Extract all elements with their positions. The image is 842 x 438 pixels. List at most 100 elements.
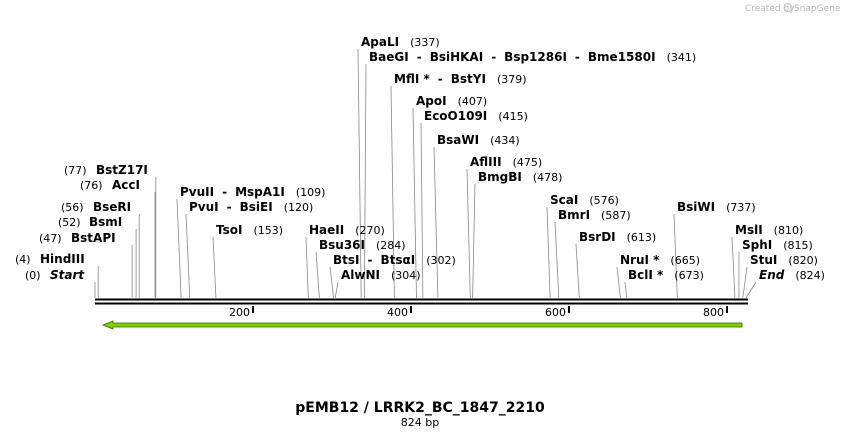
connector-stui — [742, 266, 748, 299]
connector-apali — [357, 48, 362, 299]
enzyme-name: ApaLI — [361, 35, 399, 49]
axis-tick-400: 400 — [387, 306, 412, 319]
site-label-alwni[interactable]: AlwNI (304) — [341, 268, 421, 282]
site-label-bmri[interactable]: BmrI (587) — [558, 208, 631, 222]
site-label-bstapi[interactable]: (47) BstAPI — [39, 231, 116, 245]
site-label-bseri[interactable]: (56) BseRI — [61, 200, 131, 214]
site-position: (109) — [296, 186, 326, 199]
site-position: (337) — [410, 36, 440, 49]
enzyme-name: ScaI — [550, 193, 578, 207]
site-label-ecoo109i[interactable]: EcoO109I (415) — [424, 109, 528, 123]
site-label-stui[interactable]: StuI (820) — [750, 253, 818, 267]
feature-arrow-shape[interactable] — [101, 320, 743, 330]
site-label-bsmi[interactable]: (52) BsmI — [58, 215, 122, 229]
site-label-msli[interactable]: MslI (810) — [735, 223, 803, 237]
site-position: (415) — [498, 110, 528, 123]
enzyme-name: BstZ17I — [96, 163, 148, 177]
connector-bsawi — [433, 146, 439, 299]
backbone-top-strand — [95, 298, 748, 301]
enzyme-name: ApoI — [416, 94, 447, 108]
sequence-backbone — [95, 298, 748, 305]
enzyme-name: BsrDI — [579, 230, 616, 244]
site-label-sphi[interactable]: SphI (815) — [742, 238, 813, 252]
tick-label: 400 — [387, 306, 408, 319]
connector-afliii — [466, 168, 471, 299]
site-label-bcli[interactable]: BclI * (673) — [628, 268, 704, 282]
enzyme-name: MflI * — [394, 72, 430, 86]
connector-bcli — [624, 281, 628, 299]
site-label-afliii[interactable]: AflIII (475) — [470, 155, 542, 169]
site-position: (77) — [64, 164, 87, 177]
enzyme-name: AccI — [112, 178, 140, 192]
connector-nrui — [616, 266, 621, 299]
snapgene-credit: Created by SnapGene — [745, 2, 841, 14]
site-position: (379) — [497, 73, 527, 86]
site-label-bsu36i[interactable]: Bsu36I (284) — [319, 238, 406, 252]
enzyme-name: AlwNI — [341, 268, 380, 282]
site-position: (613) — [627, 231, 657, 244]
site-label-tsoi[interactable]: TsoI (153) — [216, 223, 283, 237]
site-label-apali[interactable]: ApaLI (337) — [361, 35, 440, 49]
site-label-hindiii[interactable]: (4) HindIII — [15, 252, 85, 266]
site-label-haeii[interactable]: HaeII (270) — [309, 223, 385, 237]
site-label-pvuii-mspa1i[interactable]: PvuII - MspA1I (109) — [180, 185, 325, 199]
feature-arrow[interactable] — [101, 320, 743, 330]
site-label-scai[interactable]: ScaI (576) — [550, 193, 619, 207]
sequence-length: 824 bp — [401, 416, 439, 429]
site-label-bsrdi[interactable]: BsrDI (613) — [579, 230, 656, 244]
enzyme-name: End — [759, 268, 785, 282]
connector-bmri — [554, 221, 560, 299]
enzyme-name: BclI * — [628, 268, 664, 282]
site-position: (302) — [426, 254, 456, 267]
site-connectors — [94, 48, 757, 299]
site-position: (56) — [61, 201, 84, 214]
site-label-nrui[interactable]: NruI * (665) — [620, 253, 700, 267]
enzyme-name: BmrI — [558, 208, 590, 222]
site-position: (815) — [783, 239, 813, 252]
name-separator: - — [227, 200, 232, 214]
name-separator: - — [222, 185, 227, 199]
site-label-btsi-btsgi[interactable]: BtsI - BtsαI (302) — [333, 253, 456, 267]
enzyme-name: EcoO109I — [424, 109, 487, 123]
enzyme-name: HaeII — [309, 223, 344, 237]
site-position: (820) — [788, 254, 818, 267]
site-position: (52) — [58, 216, 81, 229]
site-position: (434) — [490, 134, 520, 147]
site-label-apoi[interactable]: ApoI (407) — [416, 94, 487, 108]
connector-end — [745, 281, 757, 299]
site-label-baegi-group[interactable]: BaeGI - BsiHKAI - Bsp1286I - Bme1580I (341) — [369, 50, 696, 64]
tick-label: 600 — [545, 306, 566, 319]
connector-scai — [546, 206, 551, 299]
site-label-acci[interactable]: (76) AccI — [80, 178, 140, 192]
name-separator: - — [438, 72, 443, 86]
site-label-end[interactable]: End (824) — [759, 268, 825, 282]
enzyme-name: MspA1I — [235, 185, 285, 199]
site-label-start[interactable]: (0) Start — [25, 268, 85, 282]
site-labels: (0) Start(4) HindIII(47) BstAPI(52) BsmI(56)… — [15, 35, 825, 282]
name-separator: - — [575, 50, 580, 64]
site-position: (407) — [458, 95, 488, 108]
site-position: (0) — [25, 269, 41, 282]
enzyme-name: StuI — [750, 253, 777, 267]
connector-bmgbi — [472, 183, 476, 299]
enzyme-name: BsmI — [89, 215, 122, 229]
connector-baegi-group — [364, 63, 367, 299]
connector-msli — [731, 236, 736, 299]
site-label-mfli-bstyi[interactable]: MflI * - BstYI (379) — [394, 72, 527, 86]
connector-alwni — [334, 281, 339, 299]
site-label-bmgbi[interactable]: BmgBI (478) — [478, 170, 562, 184]
enzyme-name: Bsu36I — [319, 238, 365, 252]
site-label-bstz17i[interactable]: (77) BstZ17I — [64, 163, 148, 177]
enzyme-name: BsiHKAI — [430, 50, 484, 64]
site-label-bsiwi[interactable]: BsiWI (737) — [677, 200, 756, 214]
site-position: (587) — [601, 209, 631, 222]
axis-ticks: 200 400 600 800 — [229, 306, 728, 319]
snapgene-logo-icon — [783, 2, 793, 13]
enzyme-name: SphI — [742, 238, 772, 252]
enzyme-name: BstAPI — [71, 231, 116, 245]
site-label-bsawi[interactable]: BsaWI (434) — [437, 133, 520, 147]
sequence-title: pEMB12 / LRRK2_BC_1847_2210 — [295, 400, 545, 416]
site-label-pvui-bsiei[interactable]: PvuI - BsiEI (120) — [189, 200, 313, 214]
site-position: (153) — [253, 224, 283, 237]
enzyme-name: BsiWI — [677, 200, 715, 214]
